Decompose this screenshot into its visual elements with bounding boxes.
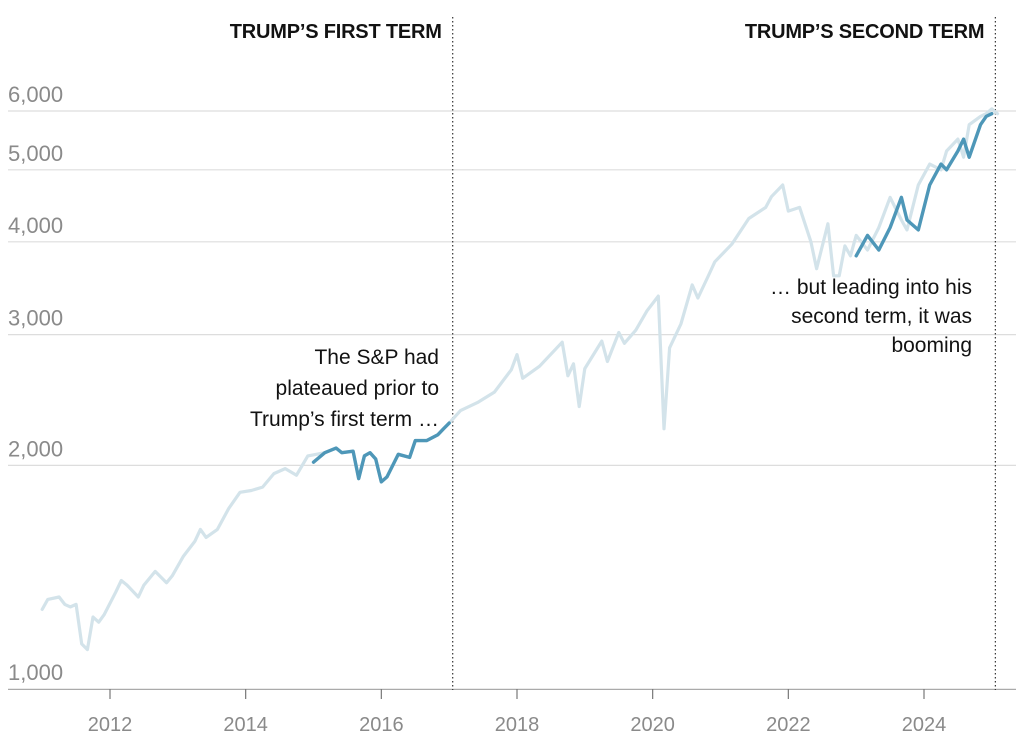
y-tick-label: 2,000	[8, 436, 63, 461]
annotation-line: The S&P had	[314, 346, 439, 369]
y-axis-ticks: 1,000 2,000 3,000 4,000 5,000 6,000	[8, 82, 63, 685]
series-line-pre-second-term	[854, 111, 994, 258]
x-tick-label: 2018	[495, 714, 540, 736]
y-tick-label: 3,000	[8, 306, 63, 331]
annotations: The S&P had plateaued prior to Trump’s fir…	[250, 276, 972, 431]
term-markers: TRUMP’S FIRST TERM TRUMP’S SECOND TERM	[230, 17, 996, 690]
term-marker-label: TRUMP’S SECOND TERM	[745, 21, 985, 43]
x-tick-label: 2014	[223, 714, 268, 736]
x-tick-label: 2020	[630, 714, 675, 736]
y-tick-label: 4,000	[8, 213, 63, 238]
annotation-line: … but leading into his	[770, 276, 972, 299]
annotation-line: plateaued prior to	[276, 377, 439, 400]
x-tick-label: 2012	[88, 714, 133, 736]
x-tick-label: 2016	[359, 714, 404, 736]
y-tick-label: 5,000	[8, 141, 63, 166]
x-axis-ticks: 2012 2014 2016 2018 2020 2022 2024	[8, 689, 1016, 736]
term-marker-label: TRUMP’S FIRST TERM	[230, 21, 442, 43]
annotation-line: booming	[891, 334, 972, 357]
x-tick-label: 2022	[766, 714, 811, 736]
annotation: … but leading into his second term, it wa…	[770, 276, 972, 357]
annotation-line: Trump’s first term …	[250, 408, 439, 431]
y-tick-label: 6,000	[8, 82, 63, 107]
gridlines	[8, 110, 1016, 690]
annotation: The S&P had plateaued prior to Trump’s fir…	[250, 346, 439, 431]
x-tick-label: 2024	[902, 714, 947, 736]
series-line-pre-first-term	[311, 421, 451, 484]
y-tick-label: 1,000	[8, 660, 63, 685]
annotation-line: second term, it was	[791, 305, 972, 328]
series-lines	[40, 107, 1000, 652]
series-line-full	[40, 107, 1000, 652]
